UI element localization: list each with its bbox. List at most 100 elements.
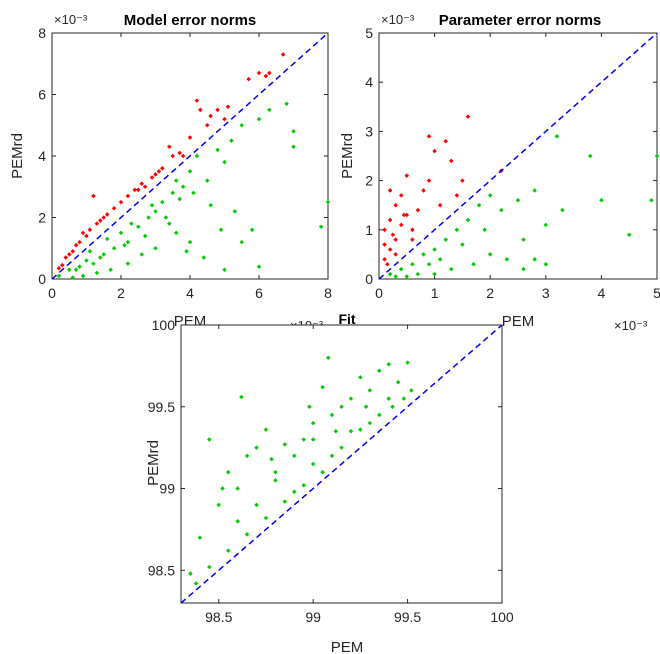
data-point xyxy=(263,427,269,432)
data-point xyxy=(393,252,398,257)
data-point xyxy=(398,222,404,228)
data-point xyxy=(377,368,382,374)
x-tick-label: 8 xyxy=(324,285,332,301)
data-point xyxy=(66,252,72,257)
data-point xyxy=(415,207,421,213)
data-point xyxy=(504,257,510,262)
data-point xyxy=(225,104,231,110)
data-point xyxy=(63,255,69,260)
y-tick-label: 4 xyxy=(365,74,373,90)
y-tick-label: 2 xyxy=(365,173,373,189)
data-point xyxy=(246,76,251,82)
data-point xyxy=(382,257,387,262)
data-point xyxy=(222,267,227,273)
data-point xyxy=(358,375,363,380)
diagonal-line xyxy=(51,32,329,280)
data-point xyxy=(398,266,404,272)
data-point xyxy=(363,404,369,410)
data-point xyxy=(393,202,398,208)
data-point xyxy=(367,420,373,426)
data-point xyxy=(263,515,269,521)
y-axis-label: PEMrd xyxy=(145,440,162,486)
data-point xyxy=(125,261,131,266)
data-point xyxy=(104,212,110,217)
x-tick-label: 1 xyxy=(431,285,439,301)
data-point xyxy=(348,429,354,434)
y-tick-label: 4 xyxy=(38,148,46,164)
data-point xyxy=(254,502,259,508)
data-point xyxy=(101,252,107,257)
data-point xyxy=(395,379,401,385)
panel-model: Model error norms ×10⁻³ ×10⁻³ PEM PEMrd … xyxy=(9,12,332,333)
data-point xyxy=(292,489,297,495)
data-point xyxy=(404,212,410,218)
data-point xyxy=(310,437,316,442)
x-tick-label: 99.5 xyxy=(394,609,421,625)
data-point xyxy=(377,412,382,418)
data-point xyxy=(415,271,421,277)
data-point xyxy=(329,412,335,418)
data-point xyxy=(118,199,124,205)
data-point xyxy=(348,396,354,401)
data-point xyxy=(329,453,335,459)
data-point xyxy=(339,445,344,450)
data-point xyxy=(410,261,415,267)
data-point xyxy=(208,113,213,119)
x-tick-label: 6 xyxy=(255,285,263,301)
data-point xyxy=(80,273,86,279)
data-point xyxy=(393,274,398,279)
data-point xyxy=(385,261,390,267)
data-point xyxy=(521,266,526,272)
panel-fit: Fit PEM PEMrd 98.5 99 99.5 100 98.5 99 99.5 100 xyxy=(145,311,514,654)
x-exponent: ×10⁻³ xyxy=(614,318,648,333)
y-tick-label: 6 xyxy=(38,87,46,103)
data-point xyxy=(390,404,395,410)
x-tick-label: 4 xyxy=(598,285,606,301)
data-point xyxy=(244,453,250,459)
data-point xyxy=(77,239,82,245)
y-tick-label: 99 xyxy=(159,481,175,497)
data-point xyxy=(101,215,107,220)
data-point xyxy=(84,258,89,263)
data-point xyxy=(320,384,325,390)
data-point xyxy=(225,469,231,475)
data-point xyxy=(118,230,124,236)
x-tick-label: 0 xyxy=(375,285,383,301)
data-point xyxy=(98,255,103,260)
data-point xyxy=(437,257,443,262)
data-point xyxy=(254,445,259,450)
y-axis-label: PEMrd xyxy=(9,133,26,179)
x-tick-label: 100 xyxy=(490,609,514,625)
data-point xyxy=(401,212,407,218)
data-point xyxy=(307,404,312,410)
data-point xyxy=(73,242,79,248)
data-point xyxy=(532,257,537,262)
data-point xyxy=(404,274,410,279)
data-point xyxy=(256,264,262,269)
data-point xyxy=(471,261,476,267)
data-point xyxy=(410,227,415,233)
data-point xyxy=(410,237,415,242)
data-point xyxy=(201,255,207,260)
data-point xyxy=(405,360,410,365)
data-point xyxy=(291,144,296,150)
data-point xyxy=(367,388,373,393)
data-point xyxy=(269,456,274,462)
data-point xyxy=(499,207,504,213)
data-point xyxy=(421,252,426,257)
y-tick-label: 1 xyxy=(365,222,373,238)
y-tick-label: 2 xyxy=(38,210,46,226)
data-point xyxy=(125,193,131,199)
data-point xyxy=(476,202,482,208)
data-point xyxy=(301,437,306,442)
data-point xyxy=(386,361,391,367)
data-point xyxy=(432,271,437,277)
y-exponent: ×10⁻³ xyxy=(54,12,88,27)
data-point xyxy=(80,230,86,236)
data-point xyxy=(432,247,437,252)
data-point xyxy=(409,388,414,393)
data-point xyxy=(449,158,454,164)
x-tick-label: 98.5 xyxy=(205,609,232,625)
data-point xyxy=(220,486,225,491)
